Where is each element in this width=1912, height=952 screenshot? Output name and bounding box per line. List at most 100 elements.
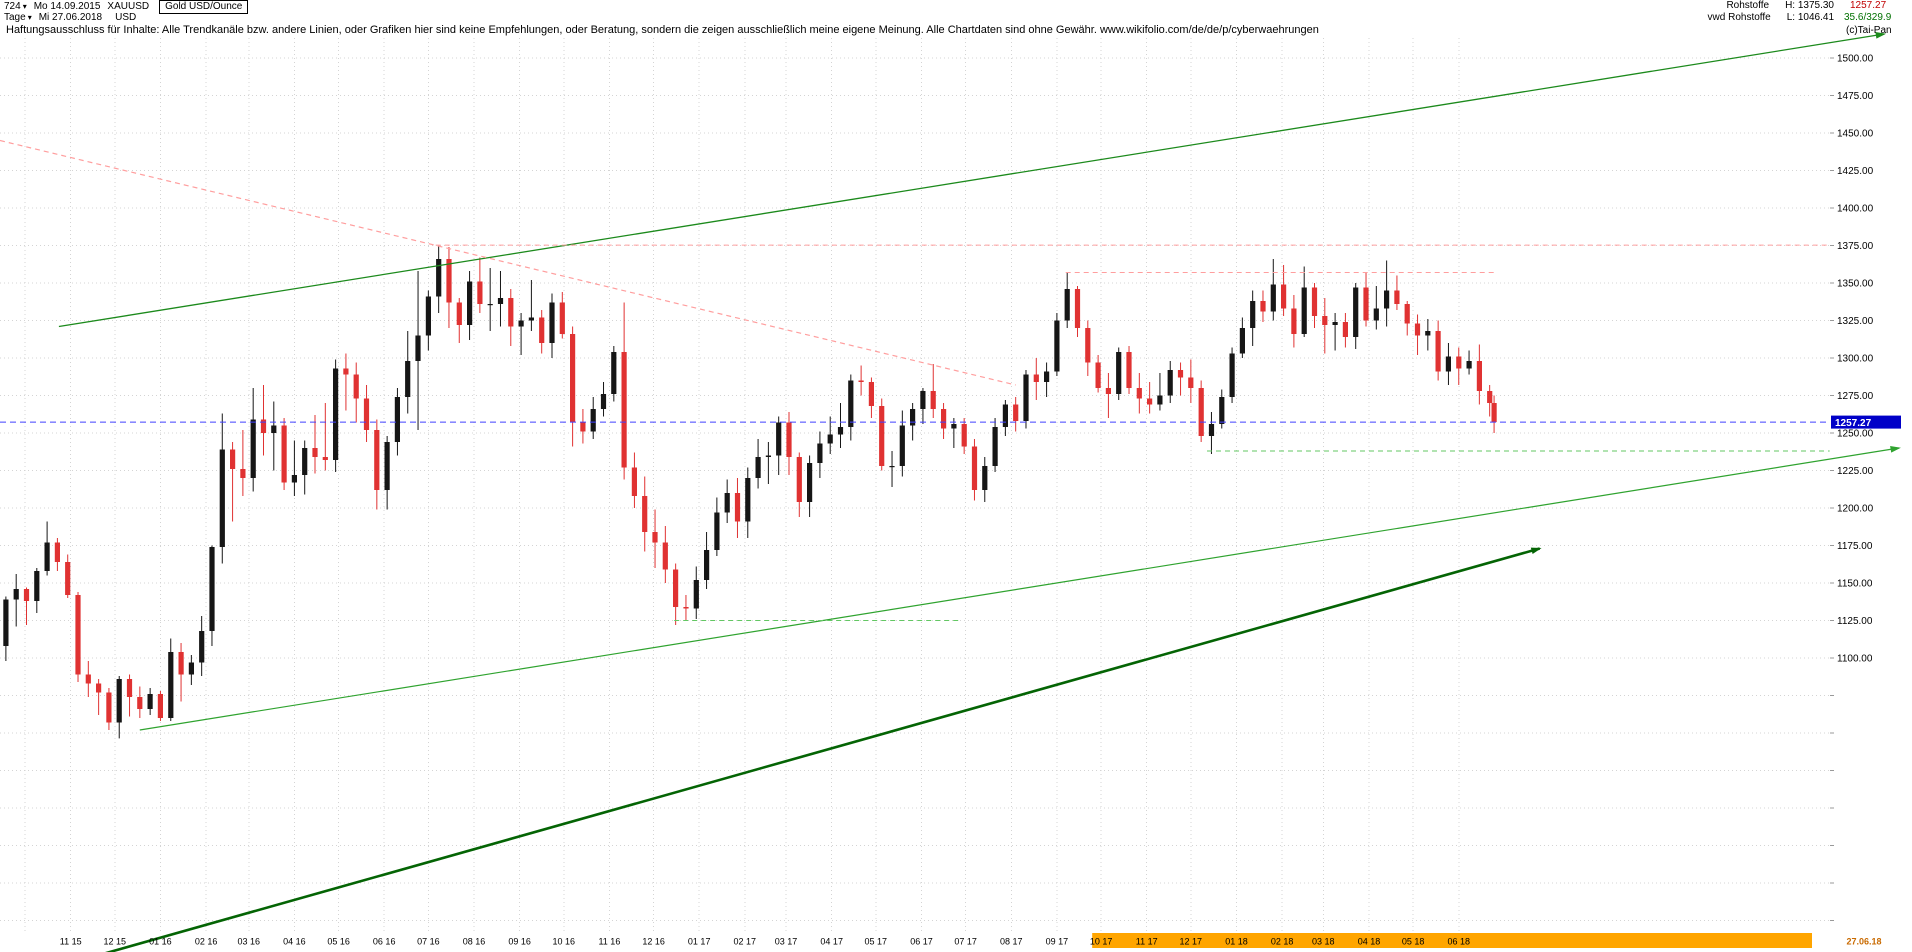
candle-body [3,599,9,646]
candle-body [1281,284,1287,309]
candle-body [291,475,297,483]
month-tick-label: 01 18 [1225,937,1248,947]
price-tick-label: 1250.00 [1837,429,1874,440]
indicator-values: 35.6/329.9 [1844,12,1892,23]
instrument-name-box: Gold USD/Ounce [159,0,249,14]
candle-body [817,443,823,463]
candle-body [745,478,751,522]
candle-body [126,679,133,697]
month-tick-label: 11 15 [60,937,82,947]
month-tick-label: 07 16 [417,937,440,947]
candle-body [837,427,844,435]
chart-header-row2: Tage ▾ Mi 27.06.2018 USD [4,12,136,24]
candle-body [477,281,483,304]
candle-body [44,542,50,571]
candle-body [467,281,473,325]
recent-months-highlight [1092,933,1812,948]
ascending-support-thick-line [105,547,1541,952]
candle-body [281,425,287,483]
candle-body [1126,352,1132,388]
candle-body [868,382,874,406]
candle-body [168,652,174,718]
candle-body [899,425,905,466]
candle-body [322,457,328,460]
month-tick-label: 10 17 [1090,937,1113,947]
candle-body [1147,398,1153,405]
candle-body [219,449,225,547]
candle-body [230,449,236,469]
price-tick-label: 1175.00 [1837,541,1873,552]
month-tick-label: 03 18 [1312,937,1335,947]
candle-body [1033,374,1039,382]
candle-body [528,317,534,321]
candle-body [487,304,493,306]
candle-body [75,595,81,675]
chart-header-row1: 724 ▾ Mo 14.09.2015 XAUUSD Gold USD/Ounc… [4,0,249,14]
candle-body [1116,352,1122,394]
candle-body [1219,397,1225,424]
candle-body [34,571,40,601]
candle-body [807,463,813,502]
timeframe-dropdown[interactable]: Tage ▾ [4,12,32,24]
candle-body [157,694,163,718]
candle-body [85,674,91,684]
month-tick-label: 04 17 [820,937,843,947]
candle-body [353,374,359,399]
candlesticks [3,245,1497,739]
candle-body [714,512,720,550]
candle-body [858,380,864,382]
month-tick-label: 05 16 [327,937,350,947]
category-label: Rohstoffe [1726,0,1770,11]
candle-body [631,467,637,496]
candle-body [920,391,926,409]
candle-body [106,692,112,723]
candle-body [65,562,71,595]
price-tick-label: 1125.00 [1837,616,1873,627]
month-tick-label: 09 16 [508,937,531,947]
candle-body [240,469,246,478]
price-tick-label: 1375.00 [1837,241,1874,252]
month-tick-label: 11 17 [1136,937,1158,947]
candle-body [539,317,545,343]
candle-body [570,334,576,423]
ticker-symbol: XAUUSD [107,1,150,12]
candle-body [1404,304,1410,324]
candle-body [693,580,699,609]
candle-body [1002,404,1008,427]
candle-body [1013,404,1019,421]
candle-body [941,409,947,429]
candle-body [910,409,916,426]
candle-body [415,335,421,361]
candle-body [889,466,895,468]
month-tick-label: 08 17 [1000,937,1023,947]
category-info: Rohstoffe H: 1375.30 [1726,0,1834,11]
candle-body [1198,388,1204,436]
candle-body [1394,290,1400,304]
candle-body [724,493,730,513]
candle-body [1136,388,1142,399]
symbol-number-dropdown[interactable]: 724 ▾ [4,1,27,13]
month-tick-label: 04 16 [283,937,306,947]
candle-body [1085,328,1091,363]
candle-body [456,302,462,325]
chart-end-date: Mi 27.06.2018 [38,12,103,23]
price-tick-label: 1475.00 [1837,91,1874,102]
source-info: vwd Rohstoffe L: 1046.41 [1708,12,1834,23]
candle-body [652,532,658,543]
month-tick-label: 03 16 [238,937,261,947]
candle-body [13,589,19,600]
descending-resistance-line [0,139,1016,386]
candle-body [312,448,318,457]
candle-body [982,466,988,490]
month-tick-label: 09 17 [1046,937,1069,947]
candle-body [1456,356,1462,369]
price-tick-label: 1300.00 [1837,354,1874,365]
month-tick-label: 04 18 [1358,937,1381,947]
month-tick-label: 06 17 [910,937,933,947]
month-tick-label: 11 16 [598,937,620,947]
month-tick-label: 12 16 [642,937,665,947]
ascending-support-lows-line [139,447,1899,731]
candle-body [1466,361,1472,369]
